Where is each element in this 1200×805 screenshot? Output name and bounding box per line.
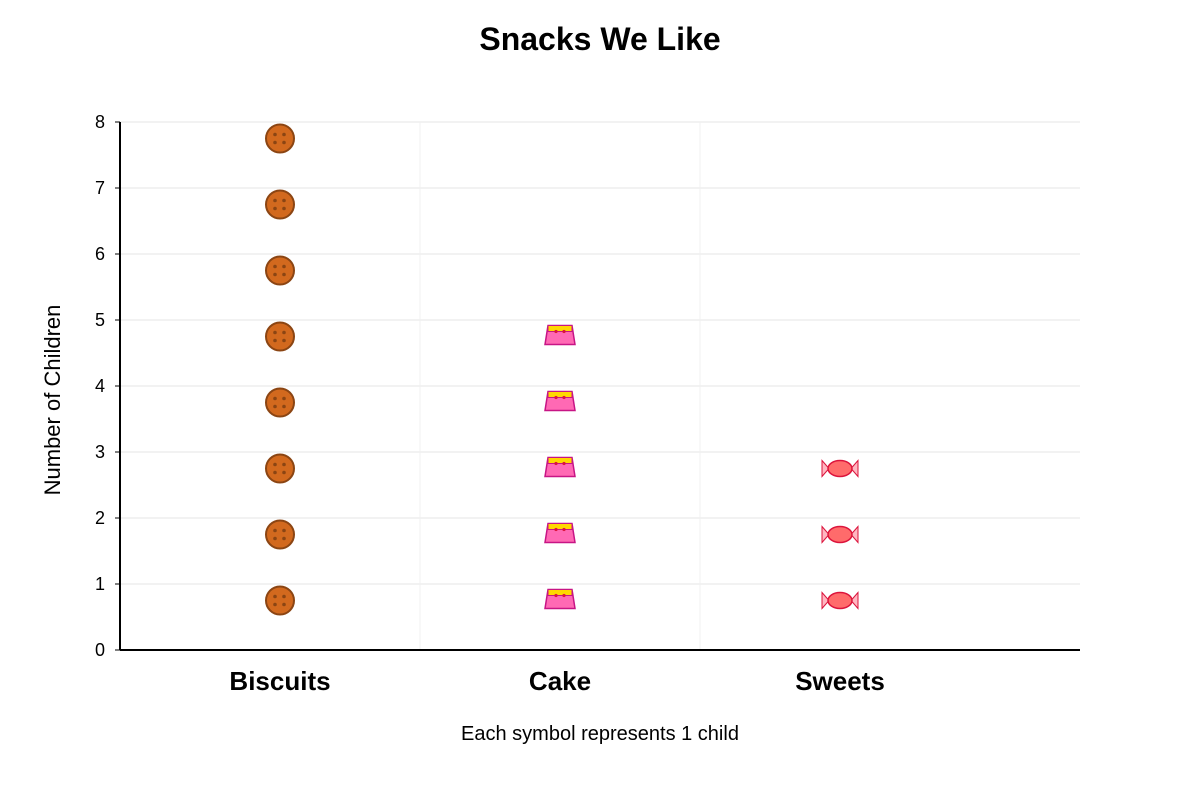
sweet-body <box>827 525 853 544</box>
y-tick-label: 3 <box>95 442 105 462</box>
cookie-chip <box>282 536 286 541</box>
cookie-chip <box>273 198 277 203</box>
sweet-wrapper-right <box>850 525 859 544</box>
y-tick-label: 8 <box>95 112 105 132</box>
cookie-chip <box>273 396 277 401</box>
cake-cherry <box>562 527 566 532</box>
cookie-chip <box>282 462 286 467</box>
cookie-body <box>265 585 295 616</box>
cookie-body <box>265 387 295 418</box>
cookie-chip <box>282 338 286 343</box>
cookie-icon <box>265 321 295 352</box>
cake-icing <box>547 391 573 398</box>
cake-icing <box>547 523 573 530</box>
cake-icing <box>547 457 573 464</box>
cookie-chip <box>282 594 286 599</box>
cookie-icon <box>265 453 295 484</box>
y-tick-label: 6 <box>95 244 105 264</box>
symbol-key-note: Each symbol represents 1 child <box>461 723 739 745</box>
cookie-icon <box>265 519 295 550</box>
cookie-chip <box>273 470 277 475</box>
cake-icon <box>544 390 576 412</box>
cake-cherry <box>562 395 566 400</box>
cookie-chip <box>273 462 277 467</box>
cake-icon <box>544 522 576 544</box>
y-tick-label: 5 <box>95 310 105 330</box>
cake-cherry <box>554 461 558 466</box>
sweet-wrapper-left <box>821 525 830 544</box>
cookie-chip <box>282 264 286 269</box>
cookie-chip <box>282 404 286 409</box>
cookie-chip <box>273 338 277 343</box>
cookie-icon <box>265 585 295 616</box>
cookie-chip <box>273 528 277 533</box>
cookie-body <box>265 453 295 484</box>
sweet-body <box>827 591 853 610</box>
y-tick-label: 2 <box>95 508 105 528</box>
sweet-icon <box>821 525 859 544</box>
cookie-chip <box>282 272 286 277</box>
cookie-icon <box>265 255 295 286</box>
cookie-chip <box>273 140 277 145</box>
cookie-chip <box>273 272 277 277</box>
cookie-chip <box>273 206 277 211</box>
cookie-chip <box>282 140 286 145</box>
y-tick-label: 1 <box>95 574 105 594</box>
cake-icing <box>547 589 573 596</box>
cookie-chip <box>282 330 286 335</box>
cookie-chip <box>273 132 277 137</box>
y-tick-label: 7 <box>95 178 105 198</box>
cookie-body <box>265 123 295 154</box>
cake-cherry <box>562 461 566 466</box>
cookie-chip <box>273 536 277 541</box>
cake-cherry <box>554 329 558 334</box>
cookie-chip <box>282 132 286 137</box>
sweet-wrapper-right <box>850 459 859 478</box>
cookie-chip <box>282 602 286 607</box>
cookie-chip <box>273 264 277 269</box>
cake-cherry <box>562 329 566 334</box>
y-tick-label: 0 <box>95 640 105 660</box>
cake-icon <box>544 456 576 478</box>
chart-title: Snacks We Like <box>479 21 720 57</box>
cookie-body <box>265 321 295 352</box>
cookie-icon <box>265 123 295 154</box>
cake-icon <box>544 324 576 346</box>
sweet-icon <box>821 591 859 610</box>
cookie-chip <box>273 404 277 409</box>
cookie-chip <box>282 470 286 475</box>
cookie-icon <box>265 189 295 220</box>
cake-cherry <box>554 593 558 598</box>
cookie-chip <box>282 396 286 401</box>
cookie-chip <box>273 602 277 607</box>
x-category-label: Biscuits <box>229 666 330 696</box>
cookie-chip <box>282 528 286 533</box>
cookie-chip <box>273 330 277 335</box>
cake-cherry <box>562 593 566 598</box>
sweet-body <box>827 459 853 478</box>
y-axis-label: Number of Children <box>40 305 65 496</box>
cake-cherry <box>554 527 558 532</box>
cookie-chip <box>282 198 286 203</box>
plot-area: 0 1 2 3 4 5 6 7 8 Biscuits Cake Sweets <box>95 112 1080 696</box>
cookie-body <box>265 519 295 550</box>
cookie-icon <box>265 387 295 418</box>
x-category-label: Sweets <box>795 666 885 696</box>
cookie-chip <box>282 206 286 211</box>
cookie-body <box>265 255 295 286</box>
sweet-wrapper-left <box>821 459 830 478</box>
cookie-chip <box>273 594 277 599</box>
cake-icing <box>547 325 573 332</box>
cake-icon <box>544 588 576 610</box>
y-tick-label: 4 <box>95 376 105 396</box>
sweet-icon <box>821 459 859 478</box>
cake-cherry <box>554 395 558 400</box>
sweet-wrapper-right <box>850 591 859 610</box>
cookie-body <box>265 189 295 220</box>
sweet-wrapper-left <box>821 591 830 610</box>
x-category-label: Cake <box>529 666 591 696</box>
